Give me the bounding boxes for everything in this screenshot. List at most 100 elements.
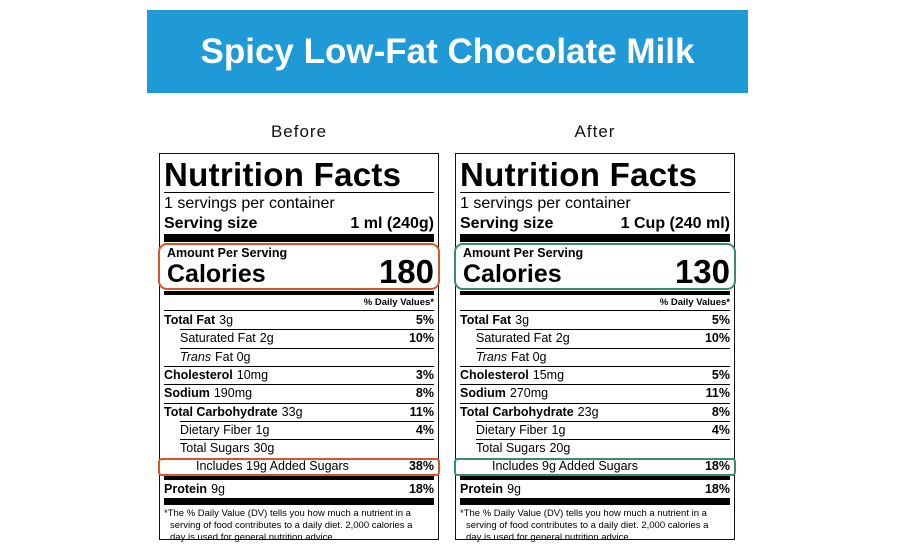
rule	[460, 365, 730, 367]
nutrient-amount: 10mg	[236, 367, 269, 382]
nutrient-name: Includes 9g Added Sugars	[492, 459, 638, 474]
servings: 1 servings per container	[164, 195, 335, 212]
daily-value: 5%	[711, 313, 730, 327]
nutrient-name: Total Carbohydrate	[164, 404, 278, 419]
nutrient-amount: 33g	[281, 404, 303, 419]
serving-size-label: Serving size	[164, 215, 258, 232]
calories-value: 180	[378, 253, 434, 290]
medium-rule	[164, 475, 434, 480]
nutrient-name: Saturated Fat	[180, 331, 256, 346]
highlight-box	[454, 243, 736, 290]
nutrient-row: Total Carbohydrate 33g	[164, 405, 303, 419]
daily-value: 3%	[415, 367, 434, 382]
nutrient-row: Protein 9g	[164, 482, 225, 496]
nutrient-amount: 190mg	[213, 386, 253, 401]
nutrient-name: Trans	[180, 349, 212, 364]
nutrient-name: Sodium	[164, 386, 210, 401]
rule	[460, 384, 730, 386]
footnote-line: day is used for general nutrition advice…	[466, 532, 632, 543]
highlight-box	[158, 243, 440, 290]
dv-header: % Daily Values*	[363, 297, 434, 308]
nutrient-row: Protein 9g	[460, 482, 521, 496]
daily-value: 8%	[711, 404, 730, 419]
nutrient-row: Saturated Fat 2g	[476, 331, 570, 345]
amount-per-serving: Amount Per Serving	[167, 246, 288, 260]
nutrient-row: Trans Fat 0g	[476, 350, 546, 364]
rule	[180, 420, 434, 422]
medium-rule	[460, 291, 730, 295]
nutrient-amount: 2g	[555, 331, 570, 346]
footnote-line: day is used for general nutrition advice…	[170, 532, 336, 543]
nutrient-amount: 1g	[551, 422, 566, 437]
nutrient-amount: 9g	[211, 481, 225, 496]
nutrient-row: Includes 9g Added Sugars	[492, 459, 638, 473]
panel-label: Before	[270, 122, 328, 141]
nutrient-row: Sodium 270mg	[460, 386, 548, 400]
daily-value: 4%	[711, 422, 730, 437]
daily-value: 4%	[415, 422, 434, 437]
thick-rule	[164, 498, 434, 505]
nutrient-name: Total Fat	[460, 313, 512, 327]
rule	[164, 365, 434, 367]
banner-title: Spicy Low-Fat Chocolate Milk	[147, 10, 748, 93]
nutrient-name: Cholesterol	[164, 367, 233, 382]
daily-value: 5%	[711, 367, 730, 382]
rule	[164, 402, 434, 404]
rule	[164, 310, 434, 311]
nutrient-name: Total Fat	[164, 313, 216, 327]
daily-value: 10%	[704, 331, 730, 346]
daily-value: 5%	[415, 313, 434, 327]
daily-value: 8%	[415, 386, 434, 401]
nutrient-amount: 30g	[253, 441, 275, 456]
nutrient-name: Total Carbohydrate	[460, 404, 574, 419]
footnote-line: *The % Daily Value (DV) tells you how mu…	[164, 508, 411, 519]
nutrient-amount: 23g	[577, 404, 599, 419]
nutrient-row: Total Fat 3g	[164, 313, 233, 327]
daily-value: 18%	[704, 481, 730, 496]
nutrient-amount: 9g	[507, 481, 521, 496]
rule	[476, 329, 730, 331]
nutrition-label: Nutrition Facts 1 servings per container S…	[454, 153, 736, 543]
nutrient-row: Includes 19g Added Sugars	[196, 459, 349, 473]
serving-size-value: 1 Cup (240 ml)	[620, 215, 730, 232]
rule	[476, 347, 730, 349]
rule	[476, 420, 730, 422]
nutrient-name: Saturated Fat	[476, 331, 552, 346]
footnote-line: serving of food contributes to a daily d…	[466, 520, 709, 531]
nutrient-name: Dietary Fiber	[476, 422, 548, 437]
nutrient-row: Dietary Fiber 1g	[476, 423, 565, 437]
rule	[164, 192, 434, 193]
nutrient-name: Includes 19g Added Sugars	[196, 459, 349, 474]
nutrient-name: Sodium	[460, 386, 506, 401]
rule	[460, 402, 730, 404]
calories-label: Calories	[463, 260, 562, 288]
thick-rule	[164, 234, 434, 242]
rule	[460, 192, 730, 193]
nutrient-amount: 15mg	[532, 367, 565, 382]
nutrient-name: Total Sugars	[180, 441, 250, 456]
nutrient-amount: 3g	[515, 313, 530, 327]
nutrient-row: Cholesterol 15mg	[460, 368, 564, 382]
highlight-box	[158, 458, 440, 477]
nutrient-amount: 3g	[219, 313, 234, 327]
nutrient-amount: 1g	[255, 422, 270, 437]
rule	[460, 310, 730, 311]
nutrient-name: Total Sugars	[476, 441, 546, 456]
nutrient-amount: Fat 0g	[215, 349, 251, 364]
nutrition-label: Nutrition Facts 1 servings per container S…	[158, 153, 440, 543]
footnote-line: serving of food contributes to a daily d…	[170, 520, 413, 531]
nutrient-name: Protein	[164, 481, 208, 496]
highlight-box	[454, 458, 736, 477]
rule	[164, 384, 434, 386]
nutrient-amount: Fat 0g	[511, 349, 547, 364]
nutrient-row: Total Sugars 30g	[180, 441, 274, 455]
daily-value: 18%	[408, 481, 434, 496]
nutrient-row: Dietary Fiber 1g	[180, 423, 269, 437]
calories-value: 130	[674, 253, 730, 290]
rule	[180, 329, 434, 331]
daily-value: 18%	[704, 459, 730, 474]
dv-header: % Daily Values*	[659, 297, 730, 308]
nutrient-name: Trans	[476, 349, 508, 364]
nutrient-row: Cholesterol 10mg	[164, 368, 268, 382]
